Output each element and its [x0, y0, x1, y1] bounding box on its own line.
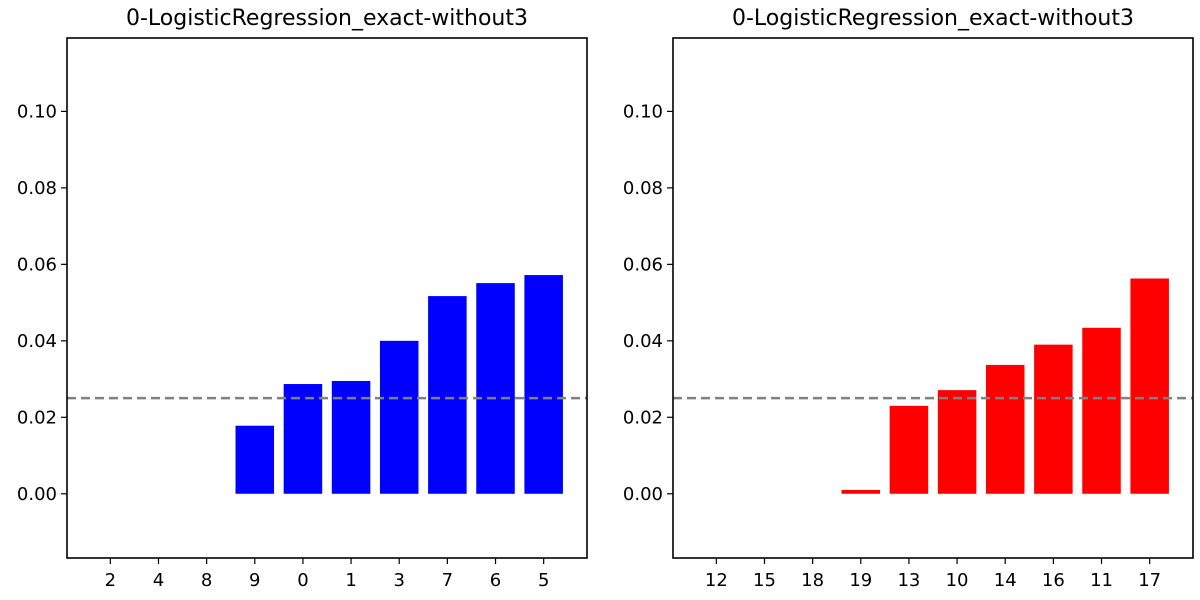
left-chart-xtick-label: 2 — [105, 570, 116, 591]
right-chart-bar-17 — [1130, 278, 1169, 494]
left-chart-bar-1 — [331, 380, 371, 494]
left-chart-frame — [66, 37, 588, 559]
right-chart-ytick-label: 0.04 — [623, 331, 663, 352]
right-chart-xtick-label: 10 — [946, 570, 969, 591]
right-chart-x-axis: 12 15 18 19 13 10 14 16 11 17 — [705, 558, 1161, 591]
right-chart-xtick-label: 12 — [705, 570, 728, 591]
right-chart-bar-11 — [1082, 327, 1121, 494]
right-chart-bar-16 — [1034, 344, 1073, 494]
left-chart-bar-7 — [428, 296, 467, 494]
right-chart-ytick-label: 0.06 — [623, 254, 663, 275]
right-chart-title: 0-LogisticRegression_exact-without3 — [732, 6, 1134, 31]
left-chart-xtick-label: 5 — [538, 570, 549, 591]
right-chart-bar-14 — [985, 364, 1025, 494]
right-chart-xtick-label: 14 — [994, 570, 1017, 591]
right-chart-xtick-label: 18 — [801, 570, 824, 591]
right-chart-xtick-label: 17 — [1138, 570, 1161, 591]
left-chart-xtick-label: 7 — [442, 570, 453, 591]
right-chart-ytick-label: 0.00 — [623, 484, 663, 505]
left-chart-ytick-label: 0.00 — [17, 484, 57, 505]
left-chart-xtick-label: 6 — [490, 570, 501, 591]
left-chart-bar-5 — [524, 275, 563, 494]
left-chart-xtick-label: 0 — [297, 570, 308, 591]
left-chart-xtick-label: 4 — [153, 570, 164, 591]
right-chart-panel: 0-LogisticRegression_exact-without3 12 15… — [623, 6, 1194, 591]
right-chart-y-axis: 0.00 0.02 0.04 0.06 0.08 0.10 — [623, 101, 673, 505]
right-chart-xtick-label: 13 — [897, 570, 920, 591]
left-chart-ytick-label: 0.06 — [17, 254, 57, 275]
left-chart-xtick-label: 8 — [201, 570, 212, 591]
left-chart-panel: 0-LogisticRegression_exact-without3 2 4 8 9… — [17, 6, 588, 591]
left-chart-ytick-label: 0.08 — [17, 178, 57, 199]
left-chart-ytick-label: 0.04 — [17, 331, 57, 352]
left-chart-xtick-label: 9 — [249, 570, 260, 591]
left-chart-xtick-label: 3 — [393, 570, 404, 591]
right-chart-xtick-label: 16 — [1042, 570, 1065, 591]
right-chart-xtick-label: 15 — [753, 570, 776, 591]
left-chart-ytick-label: 0.02 — [17, 407, 57, 428]
left-chart-x-axis: 2 4 8 9 0 1 3 7 6 5 — [105, 558, 549, 591]
left-chart-bar-0 — [283, 384, 323, 494]
left-chart-y-axis: 0.00 0.02 0.04 0.06 0.08 0.10 — [17, 101, 67, 505]
right-chart-ytick-label: 0.02 — [623, 407, 663, 428]
left-chart-bar-9 — [235, 425, 275, 494]
right-chart-frame — [672, 37, 1194, 559]
left-chart-bar-6 — [476, 283, 515, 494]
right-chart-bar-19 — [841, 489, 881, 494]
right-chart-bars — [841, 278, 1169, 494]
right-chart-xtick-label: 19 — [849, 570, 872, 591]
left-chart-ytick-label: 0.10 — [17, 101, 57, 122]
left-chart-xtick-label: 1 — [345, 570, 356, 591]
right-chart-bar-13 — [889, 405, 929, 494]
right-chart-bar-10 — [937, 390, 977, 494]
left-chart-bars — [235, 275, 563, 494]
left-chart-bar-3 — [379, 340, 419, 494]
right-chart-xtick-label: 11 — [1090, 570, 1113, 591]
left-chart-title: 0-LogisticRegression_exact-without3 — [126, 6, 528, 31]
right-chart-ytick-label: 0.10 — [623, 101, 663, 122]
right-chart-ytick-label: 0.08 — [623, 178, 663, 199]
